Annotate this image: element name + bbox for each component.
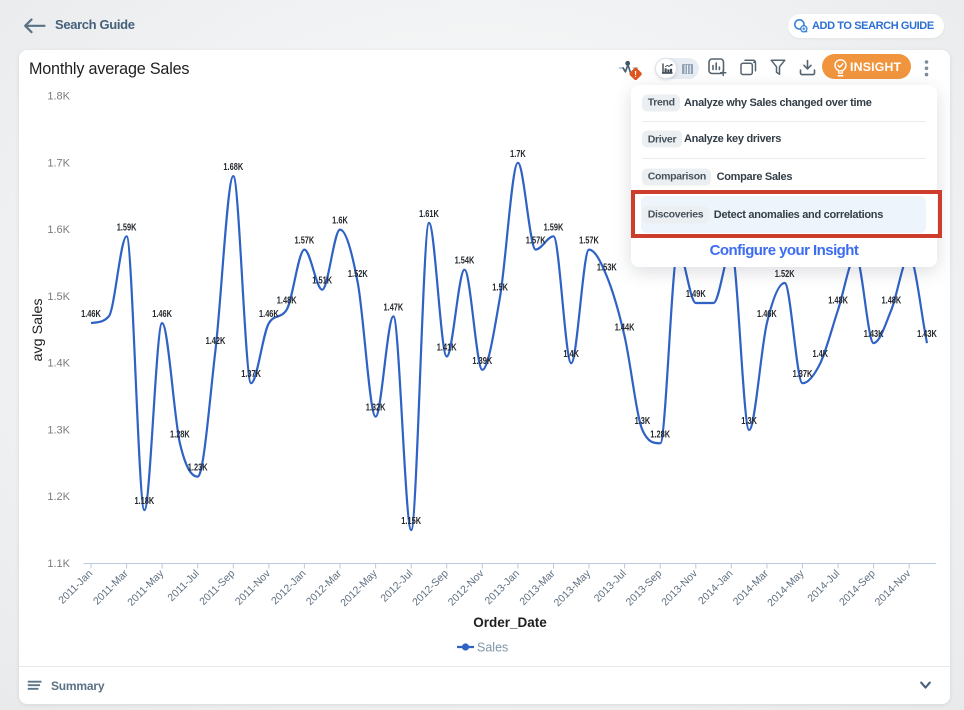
svg-text:1.54K: 1.54K — [455, 255, 475, 266]
svg-text:1.57K: 1.57K — [526, 234, 546, 245]
svg-text:2012-May: 2012-May — [338, 567, 380, 609]
svg-text:1.42K: 1.42K — [206, 335, 226, 346]
svg-text:1.52K: 1.52K — [348, 268, 368, 279]
svg-text:!: ! — [634, 69, 637, 79]
svg-text:1.47K: 1.47K — [384, 301, 404, 312]
svg-text:1.46K: 1.46K — [259, 308, 279, 319]
svg-text:2011-Jan: 2011-Jan — [56, 568, 95, 607]
svg-text:1.49K: 1.49K — [686, 288, 706, 299]
svg-text:2011-Jul: 2011-Jul — [165, 568, 201, 604]
svg-text:1.59K: 1.59K — [544, 221, 564, 232]
svg-text:1.32K: 1.32K — [366, 401, 386, 412]
svg-text:1.46K: 1.46K — [757, 308, 777, 319]
svg-text:1.7K: 1.7K — [510, 148, 526, 159]
svg-text:1.6K: 1.6K — [332, 214, 348, 225]
svg-text:2014-Jan: 2014-Jan — [696, 568, 736, 608]
svg-text:1.15K: 1.15K — [401, 515, 421, 526]
svg-text:1.52K: 1.52K — [775, 268, 795, 279]
svg-text:1.37K: 1.37K — [241, 368, 261, 379]
svg-text:1.43K: 1.43K — [864, 328, 884, 339]
svg-text:2014-Sep: 2014-Sep — [837, 568, 878, 609]
svg-text:2012-Jan: 2012-Jan — [269, 568, 309, 608]
svg-text:1.8K: 1.8K — [47, 91, 70, 103]
svg-text:1.1K: 1.1K — [47, 558, 70, 570]
svg-text:1.41K: 1.41K — [437, 341, 457, 352]
svg-text:2014-May: 2014-May — [765, 567, 807, 609]
svg-text:1.4K: 1.4K — [812, 348, 828, 359]
svg-text:2013-Jan: 2013-Jan — [483, 568, 523, 608]
svg-text:1.51K: 1.51K — [312, 275, 332, 286]
svg-text:1.48K: 1.48K — [828, 295, 848, 306]
svg-text:1.4K: 1.4K — [563, 348, 579, 359]
svg-text:1.28K: 1.28K — [170, 428, 190, 439]
svg-text:1.53K: 1.53K — [597, 261, 617, 272]
svg-text:2013-Nov: 2013-Nov — [659, 567, 700, 608]
svg-text:1.23K: 1.23K — [188, 462, 208, 473]
svg-text:2014-Nov: 2014-Nov — [873, 567, 914, 608]
svg-text:1.39K: 1.39K — [472, 355, 492, 366]
svg-text:1.18K: 1.18K — [135, 495, 155, 506]
svg-text:2011-Mar: 2011-Mar — [91, 567, 131, 607]
svg-text:1.3K: 1.3K — [741, 415, 757, 426]
svg-text:avg Sales: avg Sales — [29, 299, 45, 362]
svg-text:1.59K: 1.59K — [117, 221, 137, 232]
svg-text:1.3K: 1.3K — [635, 415, 651, 426]
svg-text:1.48K: 1.48K — [882, 295, 902, 306]
svg-text:1.46K: 1.46K — [81, 308, 101, 319]
svg-text:1.6K: 1.6K — [47, 224, 70, 236]
svg-text:1.4K: 1.4K — [47, 358, 70, 370]
svg-text:1.43K: 1.43K — [917, 328, 937, 339]
svg-text:1.61K: 1.61K — [419, 208, 439, 219]
svg-text:Order_Date: Order_Date — [473, 615, 547, 630]
svg-text:1.48K: 1.48K — [277, 295, 297, 306]
svg-text:1.57K: 1.57K — [579, 234, 599, 245]
svg-text:2011-May: 2011-May — [125, 567, 166, 608]
svg-text:2011-Sep: 2011-Sep — [197, 568, 237, 608]
svg-text:2011-Nov: 2011-Nov — [233, 567, 274, 608]
svg-text:2012-Nov: 2012-Nov — [446, 567, 487, 608]
svg-text:1.3K: 1.3K — [47, 425, 70, 437]
svg-text:1.2K: 1.2K — [47, 491, 70, 503]
svg-text:1.68K: 1.68K — [223, 161, 243, 172]
svg-text:Sales: Sales — [477, 641, 508, 655]
svg-text:1.46K: 1.46K — [152, 308, 172, 319]
svg-text:2012-Sep: 2012-Sep — [410, 568, 451, 609]
svg-text:1.57K: 1.57K — [295, 234, 315, 245]
svg-text:2013-Sep: 2013-Sep — [624, 568, 665, 609]
svg-text:1.44K: 1.44K — [615, 321, 635, 332]
svg-text:1.28K: 1.28K — [650, 428, 670, 439]
svg-text:1.5K: 1.5K — [47, 291, 70, 303]
svg-text:1.5K: 1.5K — [492, 281, 508, 292]
svg-text:2013-May: 2013-May — [552, 567, 594, 609]
svg-text:1.7K: 1.7K — [47, 157, 70, 169]
svg-text:1.37K: 1.37K — [793, 368, 813, 379]
